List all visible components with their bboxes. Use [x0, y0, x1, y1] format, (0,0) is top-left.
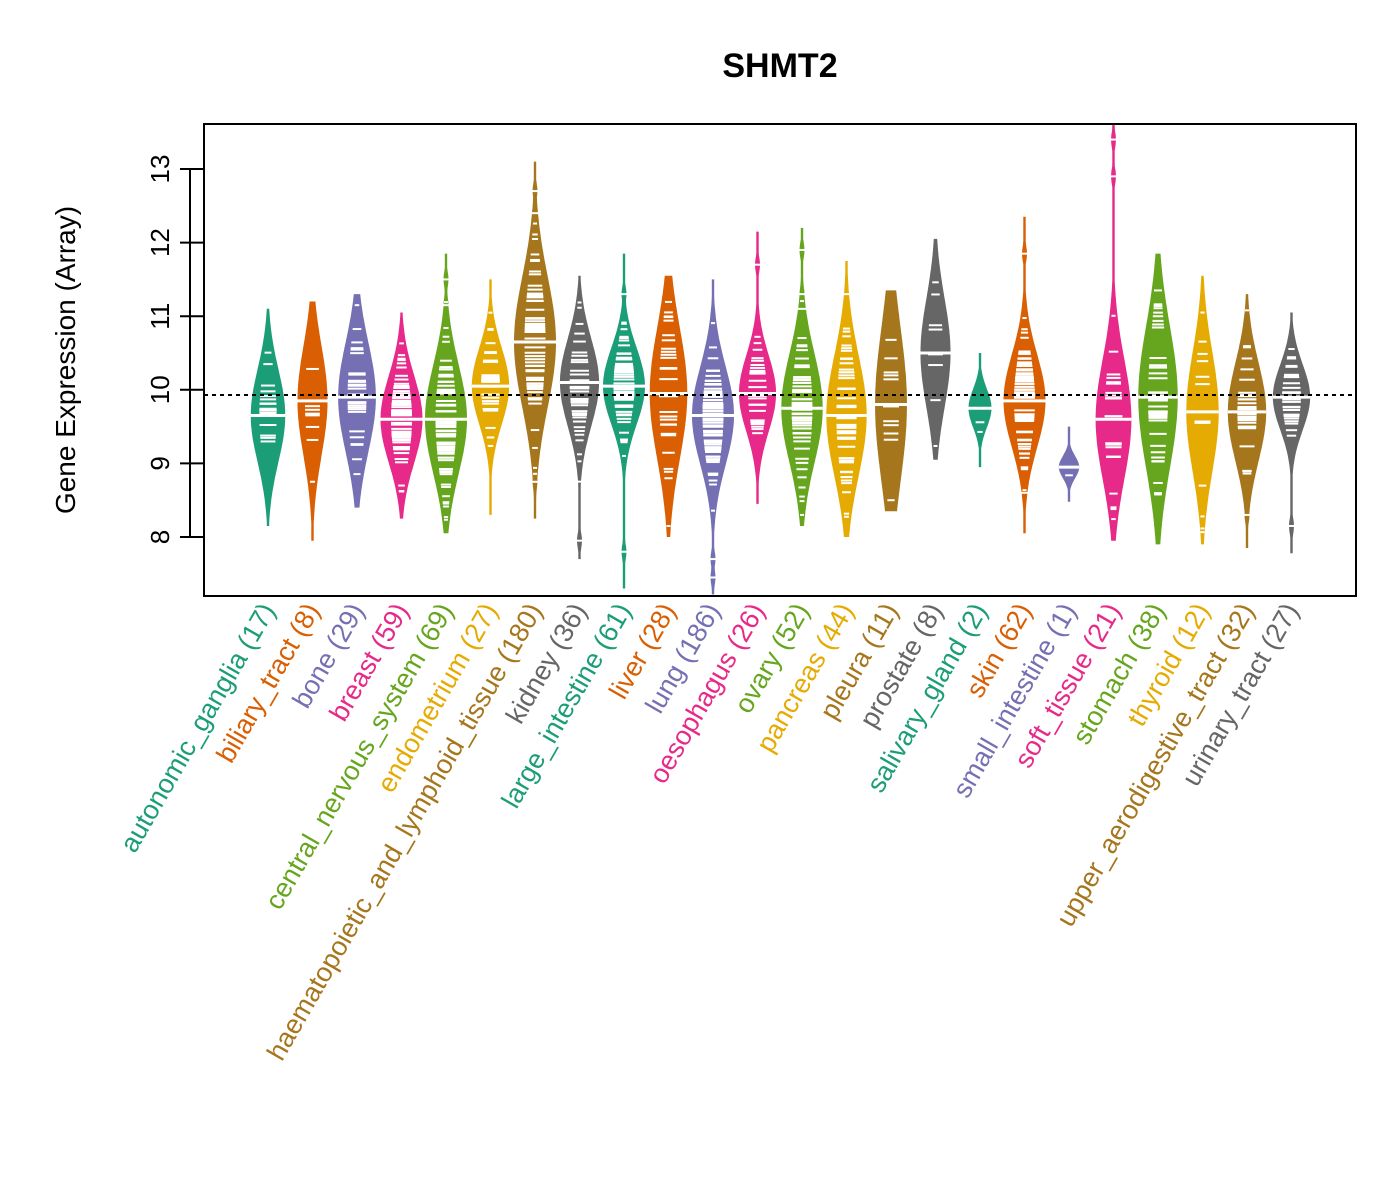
violin-upper-aerodigestive-tract [1227, 294, 1267, 548]
violin-large-intestine [603, 253, 645, 589]
violin-pancreas [826, 261, 867, 537]
violin-body [1095, 124, 1132, 541]
violin-thyroid [1186, 275, 1219, 545]
violin-ovary [781, 227, 823, 526]
violin-kidney [559, 275, 600, 560]
violin-body [250, 308, 286, 526]
violin-body [968, 353, 992, 468]
violin-stomach [1138, 253, 1178, 545]
violin-body [1272, 312, 1311, 554]
violin-body [1186, 275, 1219, 545]
y-tick-label: 12 [145, 228, 175, 257]
violin-salivary-gland [968, 353, 992, 468]
x-axis-labels: autonomic_ganglia (17)biliary_tract (8)b… [114, 598, 1305, 1065]
chart-title: SHMT2 [722, 47, 837, 85]
violin-skin [1003, 216, 1046, 534]
violin-oesophagus [738, 231, 777, 504]
violin-urinary-tract [1272, 312, 1311, 554]
violin-haematopoietic-and-lymphoid-tissue [514, 161, 556, 519]
violin-autonomic-ganglia [250, 308, 286, 526]
y-tick-label: 9 [145, 456, 175, 470]
violin-small-intestine [1058, 426, 1080, 502]
violin-prostate [920, 238, 951, 460]
y-tick-label: 8 [145, 530, 175, 544]
y-tick-label: 10 [145, 375, 175, 404]
violin-lung [692, 279, 734, 595]
violin-pleura [875, 290, 907, 512]
y-axis: 8 9 10 11 12 13 [145, 155, 204, 544]
violin-endometrium [471, 279, 510, 515]
violin-body [514, 161, 556, 519]
violin-biliary-tract [297, 301, 328, 541]
violins [250, 124, 1311, 595]
violin-breast [380, 312, 423, 519]
violin-central-nervous-system [425, 253, 467, 534]
violin-body [603, 253, 645, 589]
violin-body [692, 279, 734, 595]
violin-soft-tissue [1095, 124, 1132, 541]
violin-body [920, 238, 951, 460]
violin-body [338, 294, 376, 508]
violin-body [1058, 426, 1080, 502]
violin-body [649, 275, 688, 537]
y-tick-label: 13 [145, 155, 175, 184]
violin-body [875, 290, 907, 512]
violin-bone [338, 294, 376, 508]
y-axis-label: Gene Expression (Array) [50, 206, 81, 514]
violin-liver [649, 275, 688, 537]
violin-body [297, 301, 328, 541]
plot-frame [203, 123, 1357, 597]
y-tick-label: 11 [145, 303, 175, 330]
